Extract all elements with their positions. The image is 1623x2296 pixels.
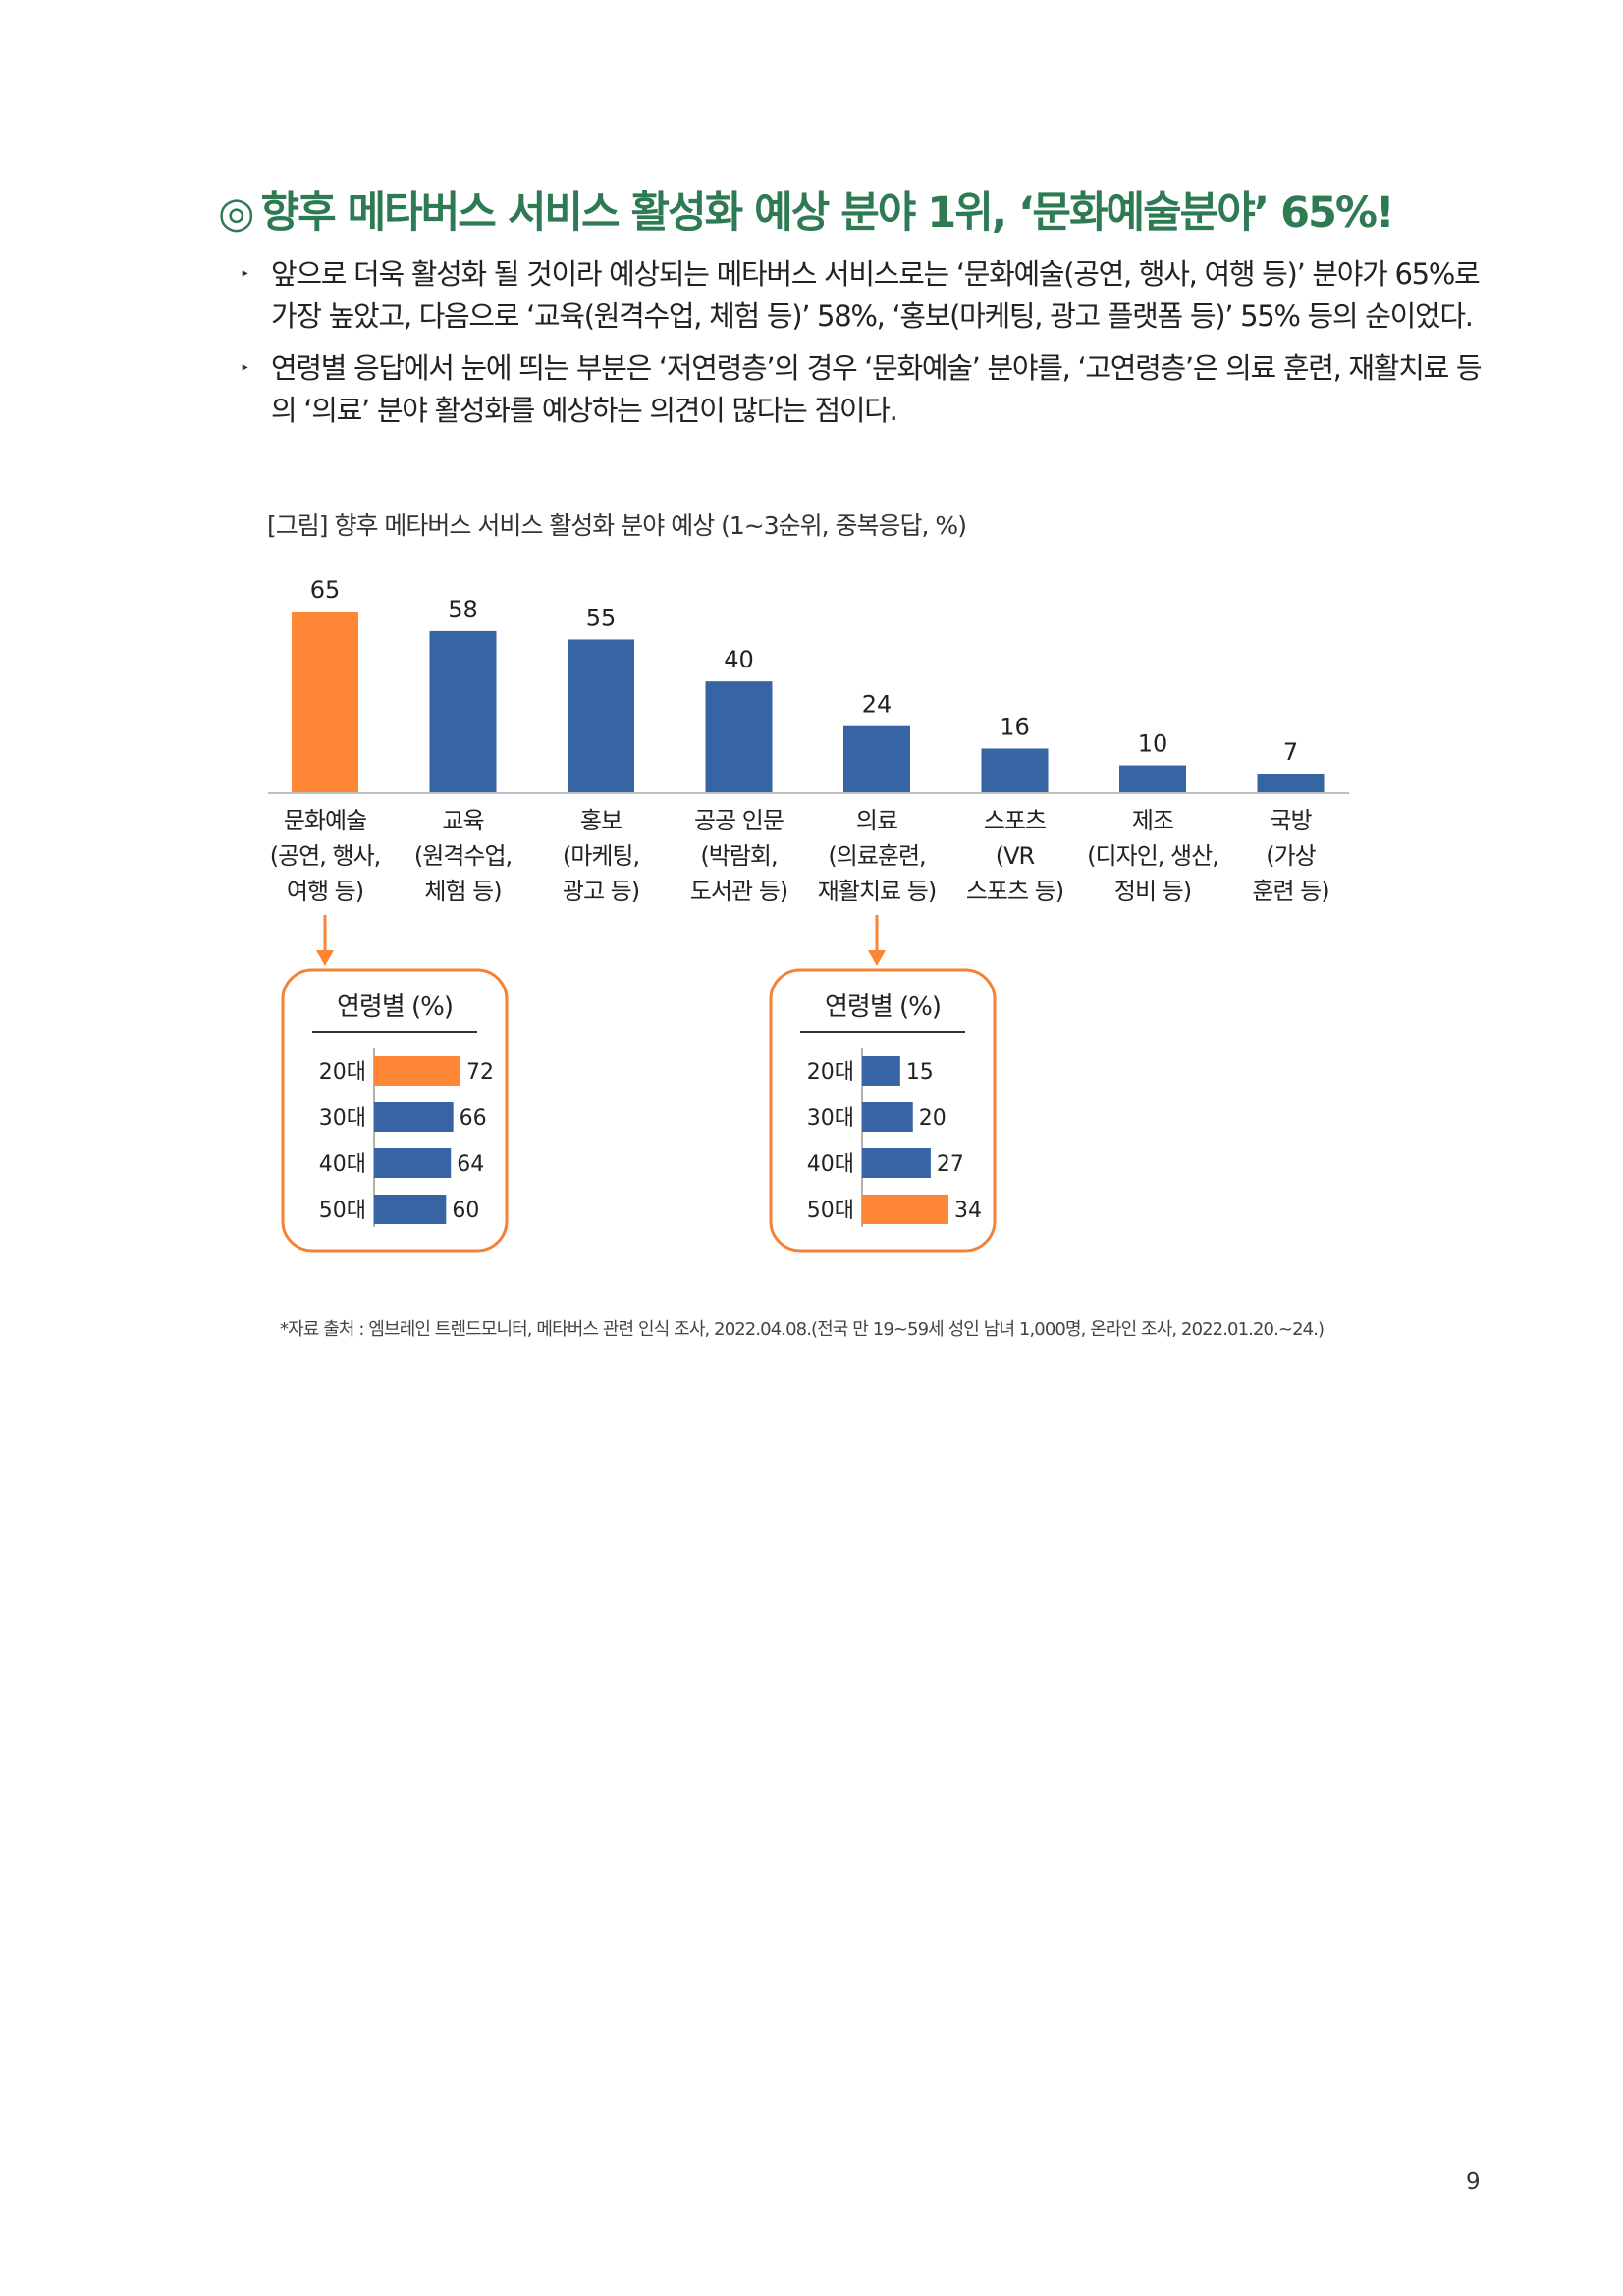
category-label: 의료: [856, 807, 897, 834]
category-label: (박람회,: [700, 842, 777, 870]
bar: [1257, 774, 1325, 793]
inset-bar: [374, 1102, 454, 1132]
bullet-text: 앞으로 더욱 활성화 될 것이라 예상되는 메타버스 서비스로는 ‘문화예술(공…: [271, 257, 1481, 333]
inset-data-label: 64: [457, 1152, 484, 1177]
bar: [705, 681, 773, 793]
inset-data-label: 20: [919, 1106, 947, 1131]
data-label: 65: [310, 576, 341, 604]
triangle-bullet-icon: ‣: [240, 358, 250, 379]
inset-bar: [374, 1148, 452, 1178]
category-label: 교육: [442, 807, 483, 834]
inset-bar: [862, 1195, 948, 1224]
category-label: 도서관 등): [690, 878, 787, 905]
inset-bar: [862, 1056, 900, 1086]
bar: [981, 748, 1049, 793]
category-label: 제조: [1132, 807, 1173, 834]
inset-title: 연령별 (%): [337, 992, 453, 1022]
bar: [843, 725, 910, 793]
inset-category-label: 20대: [807, 1060, 854, 1085]
category-label: (마케팅,: [563, 842, 639, 870]
data-label: 40: [724, 646, 754, 673]
data-label: 10: [1138, 730, 1168, 758]
triangle-bullet-icon: ‣: [240, 264, 250, 285]
arrow-head: [868, 950, 886, 966]
category-label: 훈련 등): [1252, 878, 1328, 905]
inset-category-label: 50대: [319, 1199, 366, 1223]
double-circle-icon: ◎: [218, 188, 255, 238]
figure-caption: [그림] 향후 메타버스 서비스 활성화 분야 예상 (1~3순위, 중복응답,…: [267, 511, 967, 540]
category-label: (공연, 행사,: [270, 842, 381, 870]
category-label: 여행 등): [287, 878, 363, 905]
inset-bar: [374, 1195, 447, 1224]
data-label: 55: [586, 604, 617, 631]
inset-bar: [862, 1102, 913, 1132]
inset-bar: [374, 1056, 460, 1086]
data-label: 24: [862, 691, 893, 719]
bar: [429, 630, 497, 793]
category-label: (원격수업,: [414, 842, 512, 870]
category-label: 광고 등): [563, 878, 639, 905]
inset-category-label: 20대: [319, 1060, 366, 1085]
inset-category-label: 50대: [807, 1199, 854, 1223]
category-label: 홍보: [580, 807, 622, 834]
bullet-item: ‣ 연령별 응답에서 눈에 띄는 부분은 ‘저연령층’의 경우 ‘문화예술’ 분…: [236, 347, 1483, 432]
section-heading: ◎ 향후 메타버스 서비스 활성화 예상 분야 1위, ‘문화예술분야’ 65%!: [218, 179, 1494, 240]
category-label: (의료훈련,: [828, 842, 925, 870]
inset-data-label: 66: [460, 1106, 487, 1131]
category-label: 체험 등): [424, 878, 501, 905]
inset-bar: [862, 1148, 931, 1178]
data-label: 58: [448, 596, 478, 623]
category-label: 정비 등): [1114, 878, 1191, 905]
bullet-text: 연령별 응답에서 눈에 띄는 부분은 ‘저연령층’의 경우 ‘문화예술’ 분야를…: [271, 351, 1483, 427]
data-label: 7: [1283, 738, 1298, 766]
bar: [568, 639, 634, 793]
inset-category-label: 40대: [807, 1152, 854, 1177]
inset-category-label: 30대: [807, 1106, 854, 1131]
category-label: (VR: [996, 842, 1035, 870]
category-label: 재활치료 등): [818, 878, 936, 905]
chart-area: 65 문화예술 (공연, 행사, 여행 등) 58 교육 (원격수업, 체험 등) 55 홍보 (마…: [268, 576, 1349, 1253]
category-label: 국방: [1270, 807, 1312, 834]
data-label: 16: [1000, 713, 1030, 740]
bar: [1119, 765, 1186, 793]
inset-data-label: 34: [954, 1199, 982, 1223]
category-label: 스포츠: [984, 807, 1046, 834]
inset-data-label: 60: [452, 1199, 479, 1223]
category-label: 공공 인문: [694, 807, 784, 834]
page-number: 9: [1466, 2169, 1481, 2195]
inset-category-label: 40대: [319, 1152, 366, 1177]
bullet-list: ‣ 앞으로 더욱 활성화 될 것이라 예상되는 메타버스 서비스로는 ‘문화예술…: [236, 253, 1483, 442]
inset-category-label: 30대: [319, 1106, 366, 1131]
inset-data-label: 15: [906, 1060, 934, 1085]
category-label: 문화예술: [284, 807, 366, 834]
arrow-head: [316, 950, 334, 966]
category-label: (가상: [1266, 842, 1316, 870]
section-heading-text: 향후 메타버스 서비스 활성화 예상 분야 1위, ‘문화예술분야’ 65%!: [260, 188, 1395, 238]
inset-data-label: 72: [466, 1060, 494, 1085]
bar: [292, 612, 358, 793]
category-label: (디자인, 생산,: [1087, 842, 1218, 870]
bullet-item: ‣ 앞으로 더욱 활성화 될 것이라 예상되는 메타버스 서비스로는 ‘문화예술…: [236, 253, 1483, 338]
inset-data-label: 27: [937, 1152, 964, 1177]
inset-title: 연령별 (%): [825, 992, 941, 1022]
source-note: *자료 출처 : 엠브레인 트렌드모니터, 메타버스 관련 인식 조사, 202…: [280, 1319, 1325, 1340]
category-label: 스포츠 등): [966, 878, 1063, 905]
